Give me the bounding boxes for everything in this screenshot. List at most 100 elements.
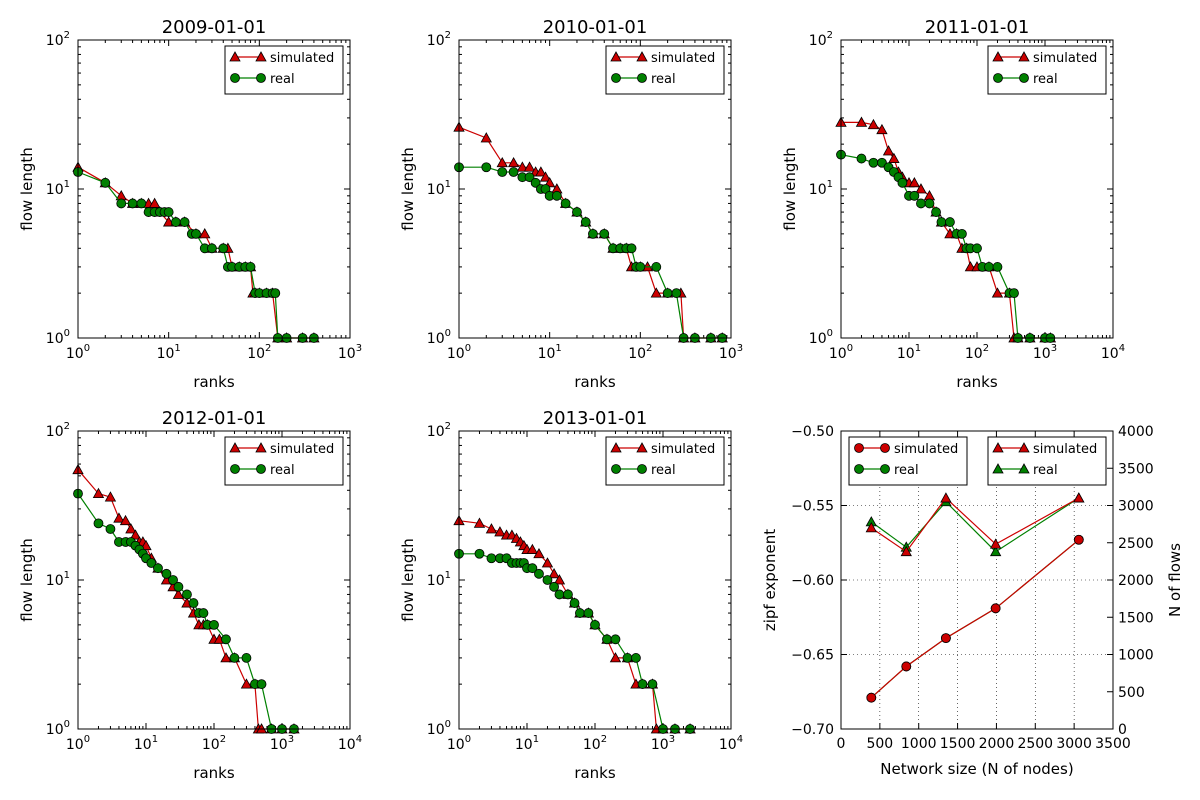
tick-exponent: 0 bbox=[84, 734, 90, 745]
y-axis-label: zipf exponent bbox=[761, 529, 779, 631]
data-point-real bbox=[218, 243, 229, 254]
legend-marker bbox=[636, 442, 648, 453]
tick-label: 102 bbox=[202, 734, 226, 753]
data-point-real bbox=[897, 177, 908, 188]
legend-marker bbox=[1018, 442, 1030, 453]
data-point-real bbox=[924, 198, 935, 209]
data-point-simulated bbox=[609, 652, 622, 663]
tick-base: 10 bbox=[134, 737, 152, 753]
data-point-real bbox=[245, 262, 256, 272]
tick-base: 10 bbox=[628, 346, 646, 362]
tick-label: 100 bbox=[809, 328, 833, 347]
tick-label: 100 bbox=[46, 719, 70, 738]
data-point-real bbox=[191, 228, 201, 239]
data-point-real bbox=[916, 198, 926, 209]
tick-label: 100 bbox=[46, 328, 70, 347]
tick-label: 101 bbox=[427, 179, 451, 198]
tick-exponent: 3 bbox=[1051, 343, 1057, 354]
data-point-real bbox=[635, 262, 646, 272]
data-point-real bbox=[637, 679, 648, 690]
data-point-simulated bbox=[923, 189, 936, 201]
y2-tick-label: 1000 bbox=[1118, 648, 1154, 664]
tick-base: 10 bbox=[1033, 346, 1051, 362]
x-tick-label: 2500 bbox=[1017, 736, 1053, 752]
tick-label: 103 bbox=[338, 343, 362, 362]
data-point-simulated bbox=[199, 228, 211, 239]
data-point-simulated bbox=[876, 123, 888, 135]
legend-marker bbox=[610, 51, 622, 62]
y-tick-label: −0.70 bbox=[791, 722, 834, 738]
data-point-simulated-left bbox=[941, 633, 951, 644]
data-point-real bbox=[569, 598, 580, 608]
data-point-real bbox=[116, 198, 127, 209]
legend-marker bbox=[992, 51, 1004, 62]
tick-label: 102 bbox=[628, 343, 652, 362]
legend-label: real bbox=[651, 72, 676, 87]
data-point-simulated bbox=[516, 161, 529, 172]
y-axis-label: flow length bbox=[399, 147, 417, 230]
axes-frame bbox=[458, 430, 732, 730]
data-point-real bbox=[229, 653, 240, 663]
legend-label: simulated bbox=[270, 51, 334, 66]
legend-marker bbox=[611, 464, 621, 474]
tick-label: 102 bbox=[583, 734, 607, 753]
data-point-real bbox=[163, 207, 174, 217]
legend-label: simulated bbox=[894, 442, 958, 457]
data-point-real bbox=[563, 589, 573, 600]
data-point-simulated bbox=[507, 156, 520, 168]
tick-exponent: 0 bbox=[64, 328, 70, 339]
data-point-simulated bbox=[533, 547, 545, 559]
tick-label: 101 bbox=[427, 570, 451, 589]
data-point-real bbox=[207, 243, 217, 254]
y2-tick-label: 4000 bbox=[1118, 424, 1154, 440]
legend-marker bbox=[1018, 51, 1030, 62]
data-point-simulated bbox=[172, 588, 185, 599]
data-point-real bbox=[572, 207, 582, 217]
x-tick-label: 1500 bbox=[940, 736, 976, 752]
data-point-simulated bbox=[882, 145, 895, 156]
x-axis-label: ranks bbox=[193, 373, 235, 391]
data-point-real bbox=[588, 228, 598, 239]
data-point-real bbox=[198, 608, 209, 618]
tick-exponent: 3 bbox=[356, 343, 362, 354]
tick-exponent: 1 bbox=[915, 343, 921, 354]
tick-exponent: 0 bbox=[465, 734, 471, 745]
tick-label: 102 bbox=[965, 343, 989, 362]
data-point-real bbox=[209, 619, 219, 630]
data-point-real bbox=[508, 167, 519, 177]
panel-1-legend: simulated real bbox=[224, 45, 344, 95]
y2-axis-label: N of flows bbox=[1166, 543, 1184, 617]
data-point-simulated bbox=[240, 678, 253, 689]
panel-3-legend: simulated real bbox=[987, 45, 1107, 95]
data-point-simulated bbox=[480, 132, 492, 143]
tick-base: 10 bbox=[157, 346, 175, 362]
tick-label: 102 bbox=[46, 421, 70, 440]
data-point-simulated bbox=[867, 118, 880, 130]
x-tick-label: 2000 bbox=[979, 736, 1015, 752]
tick-base: 10 bbox=[270, 737, 288, 753]
tick-label: 101 bbox=[427, 570, 451, 589]
y-axis-label: flow length bbox=[18, 538, 36, 621]
data-point-real bbox=[170, 217, 181, 227]
tick-label: 103 bbox=[338, 343, 362, 362]
data-point-real bbox=[599, 228, 610, 239]
data-point-real bbox=[136, 198, 147, 209]
data-point-simulated bbox=[523, 161, 536, 172]
data-point-simulated bbox=[129, 529, 142, 540]
tick-exponent: 2 bbox=[64, 30, 70, 41]
tick-label: 102 bbox=[427, 30, 451, 49]
tick-exponent: 1 bbox=[445, 570, 451, 581]
data-point-simulated-left bbox=[990, 603, 1001, 614]
data-point-real-right bbox=[989, 545, 1002, 557]
tick-exponent: 3 bbox=[669, 734, 675, 745]
tick-label: 100 bbox=[427, 328, 451, 347]
tick-exponent: 0 bbox=[64, 719, 70, 730]
tick-base: 10 bbox=[338, 737, 356, 753]
tick-label: 102 bbox=[427, 30, 451, 49]
legend-frame bbox=[224, 45, 344, 95]
data-point-real bbox=[647, 679, 658, 690]
legend-frame bbox=[987, 436, 1107, 486]
panel-5-legend: simulated real bbox=[605, 436, 725, 486]
